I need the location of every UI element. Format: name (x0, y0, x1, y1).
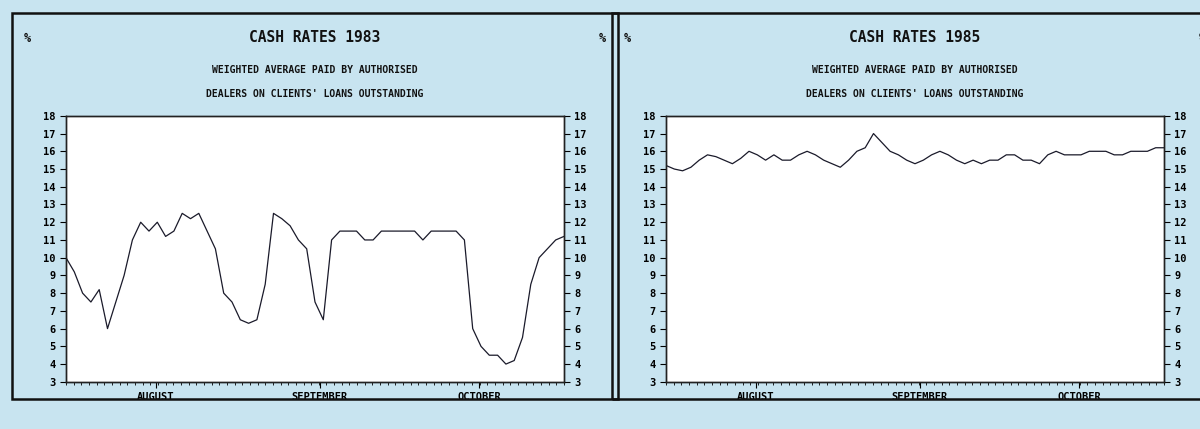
Text: DEALERS ON CLIENTS' LOANS OUTSTANDING: DEALERS ON CLIENTS' LOANS OUTSTANDING (206, 89, 424, 99)
Text: CASH RATES 1985: CASH RATES 1985 (850, 30, 980, 45)
Text: %: % (624, 32, 631, 45)
Text: %: % (599, 32, 606, 45)
Text: WEIGHTED AVERAGE PAID BY AUTHORISED: WEIGHTED AVERAGE PAID BY AUTHORISED (812, 65, 1018, 75)
Text: %: % (24, 32, 31, 45)
Text: WEIGHTED AVERAGE PAID BY AUTHORISED: WEIGHTED AVERAGE PAID BY AUTHORISED (212, 65, 418, 75)
Text: CASH RATES 1983: CASH RATES 1983 (250, 30, 380, 45)
Text: DEALERS ON CLIENTS' LOANS OUTSTANDING: DEALERS ON CLIENTS' LOANS OUTSTANDING (806, 89, 1024, 99)
